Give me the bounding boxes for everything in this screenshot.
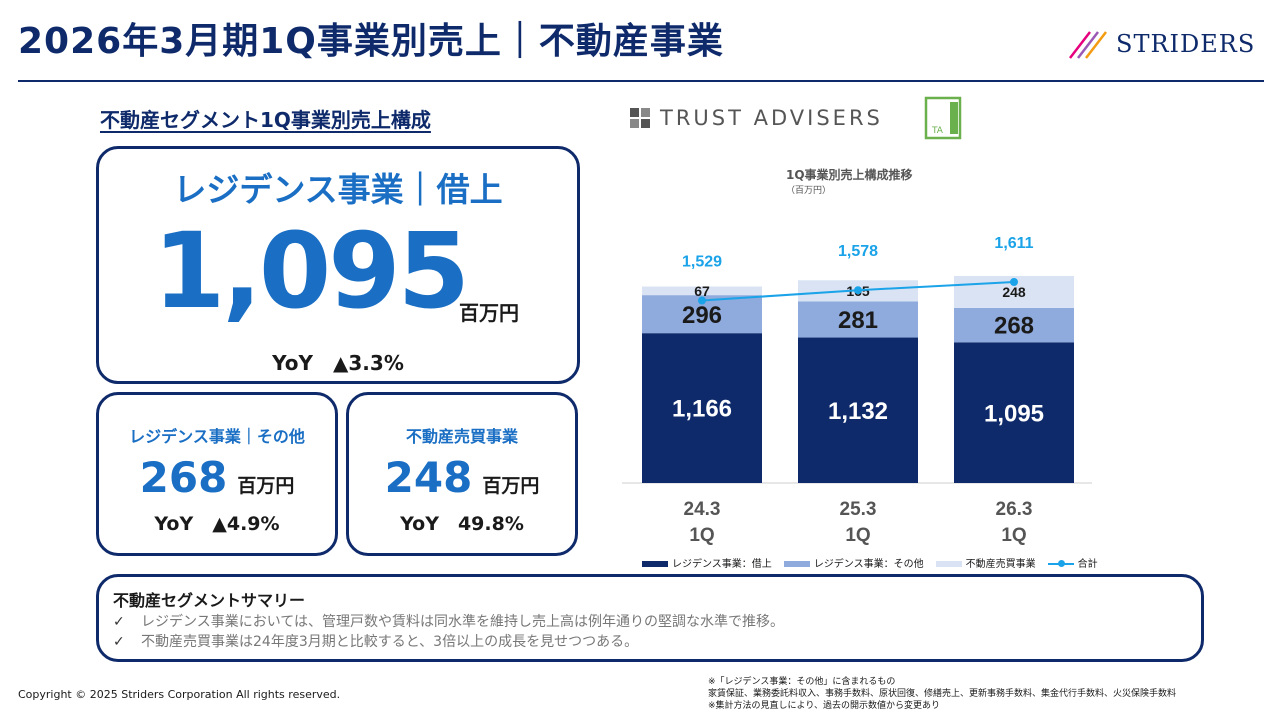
bar-value-label: 1,095 bbox=[984, 400, 1044, 427]
bar-value-label: 67 bbox=[694, 283, 710, 299]
footnote-line: ※集計方法の見直しにより、過去の開示数値から変更あり bbox=[708, 701, 941, 711]
legend-item-total: 合計 bbox=[1047, 555, 1098, 570]
bar-value-label: 248 bbox=[1002, 284, 1026, 300]
segment-summary-box: 不動産セグメントサマリー ✓ レジデンス事業においては、管理戸数や賃料は同水準を維… bbox=[96, 574, 1204, 662]
trust-advisers-logo: TRUST ADVISERS bbox=[630, 106, 883, 130]
kpi-card-residence-lease: レジデンス事業｜借上 1,095 百万円 YoY ▲3.3% bbox=[96, 146, 580, 384]
summary-title: 不動産セグメントサマリー bbox=[113, 591, 306, 610]
segment-heading: 不動産セグメント1Q事業別売上構成 bbox=[100, 108, 431, 132]
legend-item-lease: レジデンス事業：借上 bbox=[642, 555, 772, 570]
check-icon: ✓ bbox=[113, 634, 125, 650]
bar-value-label: 281 bbox=[838, 307, 878, 334]
total-value-label: 1,611 bbox=[994, 235, 1033, 252]
bar-segment bbox=[642, 286, 762, 296]
total-point bbox=[1010, 277, 1018, 286]
kpi-card-value-row: 268 百万円 bbox=[99, 453, 335, 502]
copyright: Copyright © 2025 Striders Corporation Al… bbox=[18, 688, 341, 701]
legend-item-trading: 不動産売買事業 bbox=[935, 555, 1036, 570]
x-tick-label: 1Q bbox=[689, 525, 714, 546]
kpi-card-unit: 百万円 bbox=[459, 301, 519, 325]
x-tick-label: 1Q bbox=[845, 525, 870, 546]
x-tick-label: 1Q bbox=[1001, 525, 1026, 546]
total-value-label: 1,529 bbox=[682, 254, 722, 271]
ta-badge-text: TA bbox=[931, 126, 944, 136]
kpi-card-yoy: YoY ▲4.9% bbox=[154, 513, 280, 535]
striders-logo-mark-icon bbox=[1069, 31, 1107, 59]
bar-segment bbox=[798, 337, 918, 483]
bar-value-label: 1,166 bbox=[672, 396, 732, 423]
x-tick-label: 25.3 bbox=[840, 499, 877, 520]
bar-segment bbox=[642, 333, 762, 483]
footnotes: ※「レジデンス事業：その他」に含まれるもの 家賃保証、業務委託料収入、事務手数料… bbox=[708, 676, 1176, 712]
kpi-card-title: レジデンス事業｜その他 bbox=[129, 427, 305, 446]
bar-value-label: 268 bbox=[994, 313, 1034, 340]
kpi-card-title: 不動産売買事業 bbox=[405, 427, 518, 446]
striders-logo-text: STRIDERS bbox=[1116, 30, 1256, 58]
kpi-card-unit: 百万円 bbox=[482, 475, 540, 497]
summary-item: ✓ レジデンス事業においては、管理戸数や賃料は同水準を維持し売上高は例年通りの堅調… bbox=[113, 614, 785, 630]
total-point bbox=[698, 296, 706, 305]
bar-value-label: 296 bbox=[682, 302, 722, 329]
x-tick-label: 24.3 bbox=[684, 499, 721, 520]
stacked-bar-chart: 1,1662966724.31Q1,13228116525.31Q1,09526… bbox=[622, 235, 1092, 546]
bar-segment bbox=[954, 342, 1074, 483]
bar-value-label: 1,132 bbox=[828, 398, 888, 425]
total-point bbox=[854, 286, 862, 295]
kpi-card-title: レジデンス事業｜借上 bbox=[173, 170, 503, 209]
check-icon: ✓ bbox=[113, 614, 125, 630]
kpi-card-value: 1,095 bbox=[153, 210, 470, 332]
chart-unit: （百万円） bbox=[786, 186, 832, 196]
ta-badge-icon: TA bbox=[924, 96, 964, 144]
chart-title: 1Q事業別売上構成推移 bbox=[786, 168, 913, 182]
kpi-card-yoy: YoY 49.8% bbox=[400, 513, 524, 535]
kpi-card-value: 268 bbox=[139, 453, 228, 502]
page-title: 2026年3月期1Q事業別売上｜不動産事業 bbox=[18, 21, 724, 62]
kpi-card-value: 248 bbox=[384, 453, 473, 502]
title-divider bbox=[18, 80, 1264, 82]
footnote-line: ※「レジデンス事業：その他」に含まれるもの bbox=[708, 677, 896, 687]
kpi-card-yoy: YoY ▲3.3% bbox=[272, 351, 404, 375]
chart-legend: レジデンス事業：借上 レジデンス事業：その他 不動産売買事業 合計 bbox=[642, 555, 1098, 570]
kpi-card-residence-other: レジデンス事業｜その他 268 百万円 YoY ▲4.9% bbox=[96, 392, 338, 556]
legend-item-other: レジデンス事業：その他 bbox=[783, 555, 924, 570]
striders-logo: STRIDERS bbox=[1068, 28, 1255, 60]
trust-advisers-mark-icon bbox=[630, 108, 650, 128]
footnote-line: 家賃保証、業務委託料収入、事務手数料、原状回復、修繕売上、更新事務手数料、集金代… bbox=[708, 689, 1177, 699]
trust-advisers-text: TRUST ADVISERS bbox=[660, 106, 883, 130]
bar-segment bbox=[954, 307, 1074, 343]
kpi-card-real-estate-trading: 不動産売買事業 248 百万円 YoY 49.8% bbox=[346, 392, 578, 556]
bar-segment bbox=[798, 301, 918, 338]
x-tick-label: 26.3 bbox=[996, 499, 1033, 520]
kpi-card-value-row: 248 百万円 bbox=[349, 453, 575, 502]
summary-item: ✓ 不動産売買事業は24年度3月期と比較すると、3倍以上の成長を見せつつある。 bbox=[113, 634, 639, 650]
kpi-card-unit: 百万円 bbox=[237, 475, 295, 497]
total-value-label: 1,578 bbox=[838, 243, 878, 260]
